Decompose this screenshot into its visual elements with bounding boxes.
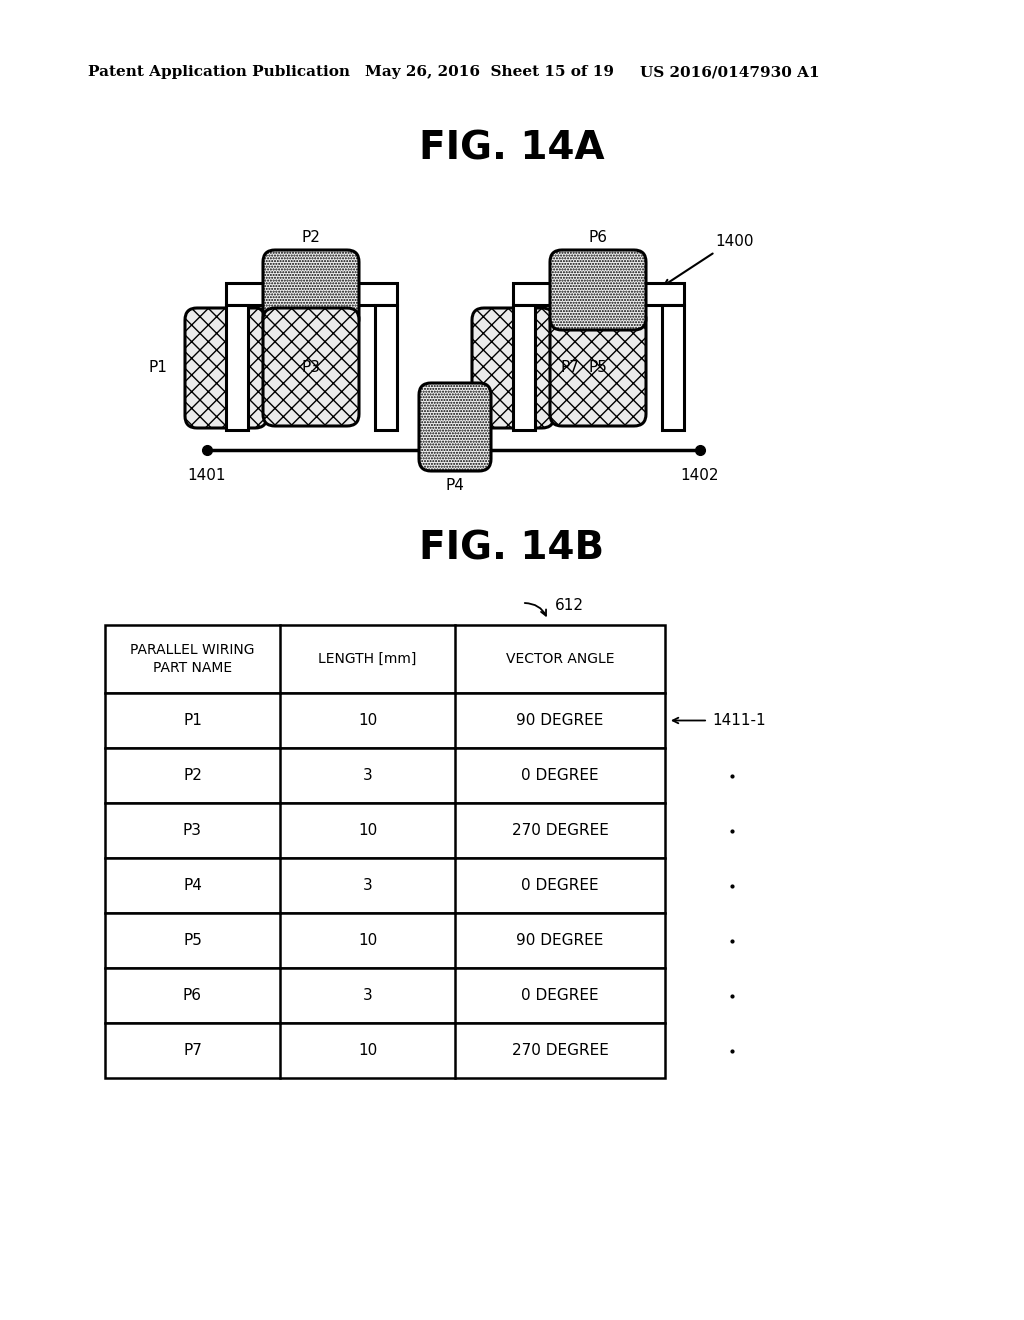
Text: 10: 10 (357, 933, 377, 948)
Text: 0 DEGREE: 0 DEGREE (521, 987, 599, 1003)
Text: 1402: 1402 (681, 467, 719, 483)
Text: P7: P7 (183, 1043, 202, 1059)
Text: P6: P6 (183, 987, 202, 1003)
Text: 1411-1: 1411-1 (712, 713, 766, 729)
Text: 10: 10 (357, 1043, 377, 1059)
Text: 3: 3 (362, 987, 373, 1003)
Bar (226, 282, 397, 305)
Text: P1: P1 (183, 713, 202, 729)
Bar (105, 803, 665, 858)
Text: FIG. 14A: FIG. 14A (419, 129, 605, 168)
Text: 0 DEGREE: 0 DEGREE (521, 878, 599, 894)
Bar (105, 693, 665, 748)
Text: P5: P5 (183, 933, 202, 948)
Bar (105, 1023, 665, 1078)
Text: 270 DEGREE: 270 DEGREE (512, 1043, 608, 1059)
Bar (105, 624, 665, 693)
Bar (105, 968, 665, 1023)
Text: P4: P4 (183, 878, 202, 894)
Text: P6: P6 (589, 231, 607, 246)
Bar (513, 282, 684, 305)
FancyBboxPatch shape (263, 308, 359, 426)
Text: 3: 3 (362, 768, 373, 783)
Text: 0 DEGREE: 0 DEGREE (521, 768, 599, 783)
Text: P5: P5 (589, 359, 607, 375)
FancyBboxPatch shape (185, 308, 267, 428)
Bar (375, 305, 397, 430)
Text: US 2016/0147930 A1: US 2016/0147930 A1 (640, 65, 819, 79)
FancyBboxPatch shape (472, 308, 554, 428)
Text: P3: P3 (301, 359, 321, 375)
Text: 1401: 1401 (187, 467, 226, 483)
Bar (105, 913, 665, 968)
Text: P4: P4 (445, 478, 465, 492)
Text: 270 DEGREE: 270 DEGREE (512, 822, 608, 838)
Text: 10: 10 (357, 822, 377, 838)
Text: P7: P7 (560, 360, 579, 375)
Text: VECTOR ANGLE: VECTOR ANGLE (506, 652, 614, 667)
FancyBboxPatch shape (550, 249, 646, 330)
FancyBboxPatch shape (263, 249, 359, 330)
Text: Patent Application Publication: Patent Application Publication (88, 65, 350, 79)
Text: FIG. 14B: FIG. 14B (420, 529, 604, 568)
Text: LENGTH [mm]: LENGTH [mm] (318, 652, 417, 667)
Text: May 26, 2016  Sheet 15 of 19: May 26, 2016 Sheet 15 of 19 (365, 65, 614, 79)
Text: P3: P3 (183, 822, 202, 838)
Text: PARALLEL WIRING
PART NAME: PARALLEL WIRING PART NAME (130, 643, 255, 676)
Text: P1: P1 (148, 360, 167, 375)
Text: P2: P2 (183, 768, 202, 783)
FancyBboxPatch shape (550, 308, 646, 426)
FancyBboxPatch shape (419, 383, 490, 471)
Bar (513, 305, 535, 430)
Text: 90 DEGREE: 90 DEGREE (516, 933, 604, 948)
Bar (226, 305, 248, 430)
Text: 612: 612 (555, 598, 584, 612)
Bar (662, 305, 684, 430)
Text: 90 DEGREE: 90 DEGREE (516, 713, 604, 729)
Bar (105, 748, 665, 803)
Bar (105, 858, 665, 913)
Text: 1400: 1400 (715, 235, 754, 249)
Text: 10: 10 (357, 713, 377, 729)
Text: 3: 3 (362, 878, 373, 894)
Text: P2: P2 (301, 231, 321, 246)
